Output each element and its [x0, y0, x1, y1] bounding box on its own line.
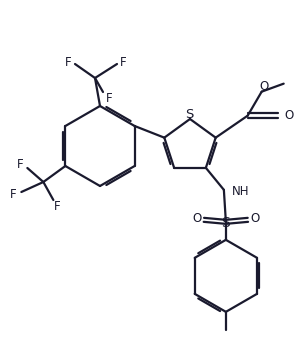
Text: O: O — [250, 212, 260, 225]
Text: F: F — [17, 157, 24, 171]
Text: F: F — [54, 199, 61, 213]
Text: O: O — [192, 212, 202, 225]
Text: F: F — [120, 56, 126, 68]
Text: O: O — [285, 109, 294, 122]
Text: S: S — [221, 216, 230, 230]
Text: NH: NH — [232, 185, 249, 198]
Text: F: F — [10, 188, 17, 200]
Text: S: S — [185, 108, 193, 120]
Text: F: F — [65, 56, 71, 68]
Text: F: F — [106, 91, 112, 105]
Text: O: O — [259, 80, 268, 93]
